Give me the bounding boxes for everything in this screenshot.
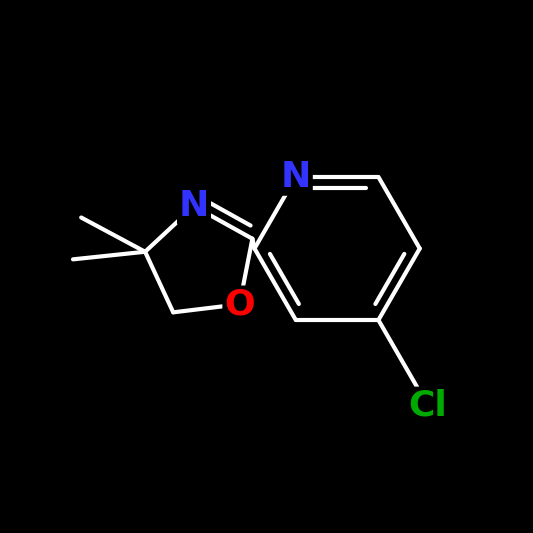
Text: Cl: Cl (408, 389, 447, 423)
Text: O: O (224, 287, 255, 321)
Text: N: N (179, 189, 209, 223)
Text: N: N (281, 160, 311, 194)
